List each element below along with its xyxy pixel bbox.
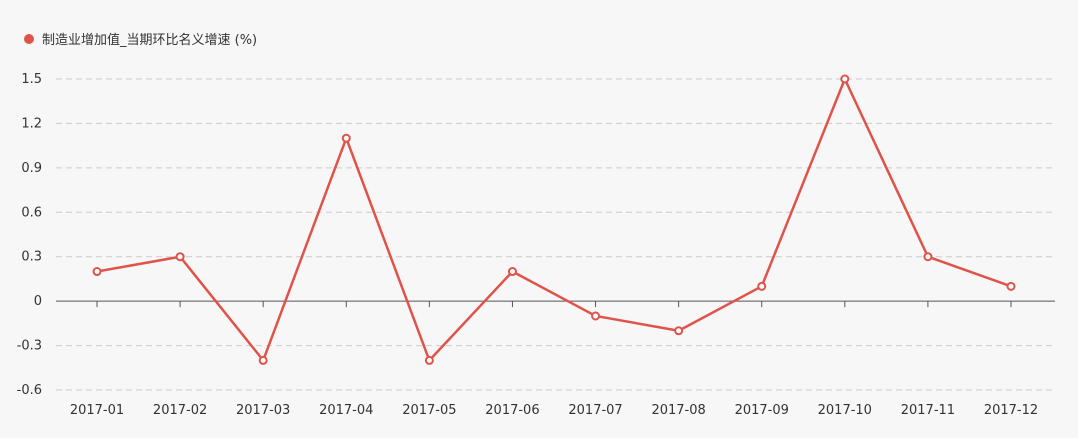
x-tick-label: 2017-03: [236, 403, 290, 418]
data-point: [1006, 281, 1016, 291]
data-point: [424, 355, 434, 365]
data-point: [923, 252, 933, 262]
x-tick-label: 2017-10: [818, 403, 872, 418]
series-layer: [92, 74, 1016, 365]
y-tick-label: 1.5: [21, 72, 42, 87]
legend-label: 制造业增加值_当期环比名义增速 (%): [42, 33, 258, 48]
series-line: [96, 77, 1012, 362]
legend-marker-icon: [24, 33, 34, 44]
data-point: [757, 281, 767, 291]
data-point: [507, 267, 517, 277]
x-tick-label: 2017-01: [70, 403, 124, 418]
x-tick-label: 2017-06: [485, 403, 539, 418]
y-axis-labels: -0.6 -0.3 0 0.3 0.6 0.9 1.2 1.5: [17, 72, 42, 398]
x-axis: [56, 300, 1055, 308]
x-tick-label: 2017-12: [984, 403, 1038, 418]
legend[interactable]: 制造业增加值_当期环比名义增速 (%): [24, 29, 257, 48]
y-tick-label: 0.3: [21, 250, 42, 265]
data-point: [92, 267, 102, 277]
x-tick-label: 2017-04: [319, 403, 373, 418]
y-tick-label: 0.9: [21, 161, 42, 176]
grid-lines: [56, 78, 1055, 391]
data-point: [258, 355, 268, 365]
y-tick-label: 1.2: [21, 116, 42, 131]
x-tick-label: 2017-08: [651, 403, 705, 418]
data-point: [175, 252, 185, 262]
data-point: [674, 326, 684, 336]
y-tick-label: 0.6: [21, 205, 42, 220]
x-tick-label: 2017-07: [568, 403, 622, 418]
x-axis-labels: 2017-01 2017-02 2017-03 2017-04 2017-05 2017-…: [70, 403, 1038, 418]
data-point: [591, 311, 601, 321]
data-point: [341, 133, 351, 143]
x-tick-label: 2017-05: [402, 403, 456, 418]
x-tick-label: 2017-09: [735, 403, 789, 418]
x-tick-label: 2017-11: [901, 403, 955, 418]
y-tick-label: -0.6: [17, 383, 42, 398]
y-tick-label: -0.3: [17, 339, 42, 354]
data-point: [840, 74, 850, 84]
x-tick-label: 2017-02: [153, 403, 207, 418]
y-tick-label: 0: [34, 294, 42, 309]
